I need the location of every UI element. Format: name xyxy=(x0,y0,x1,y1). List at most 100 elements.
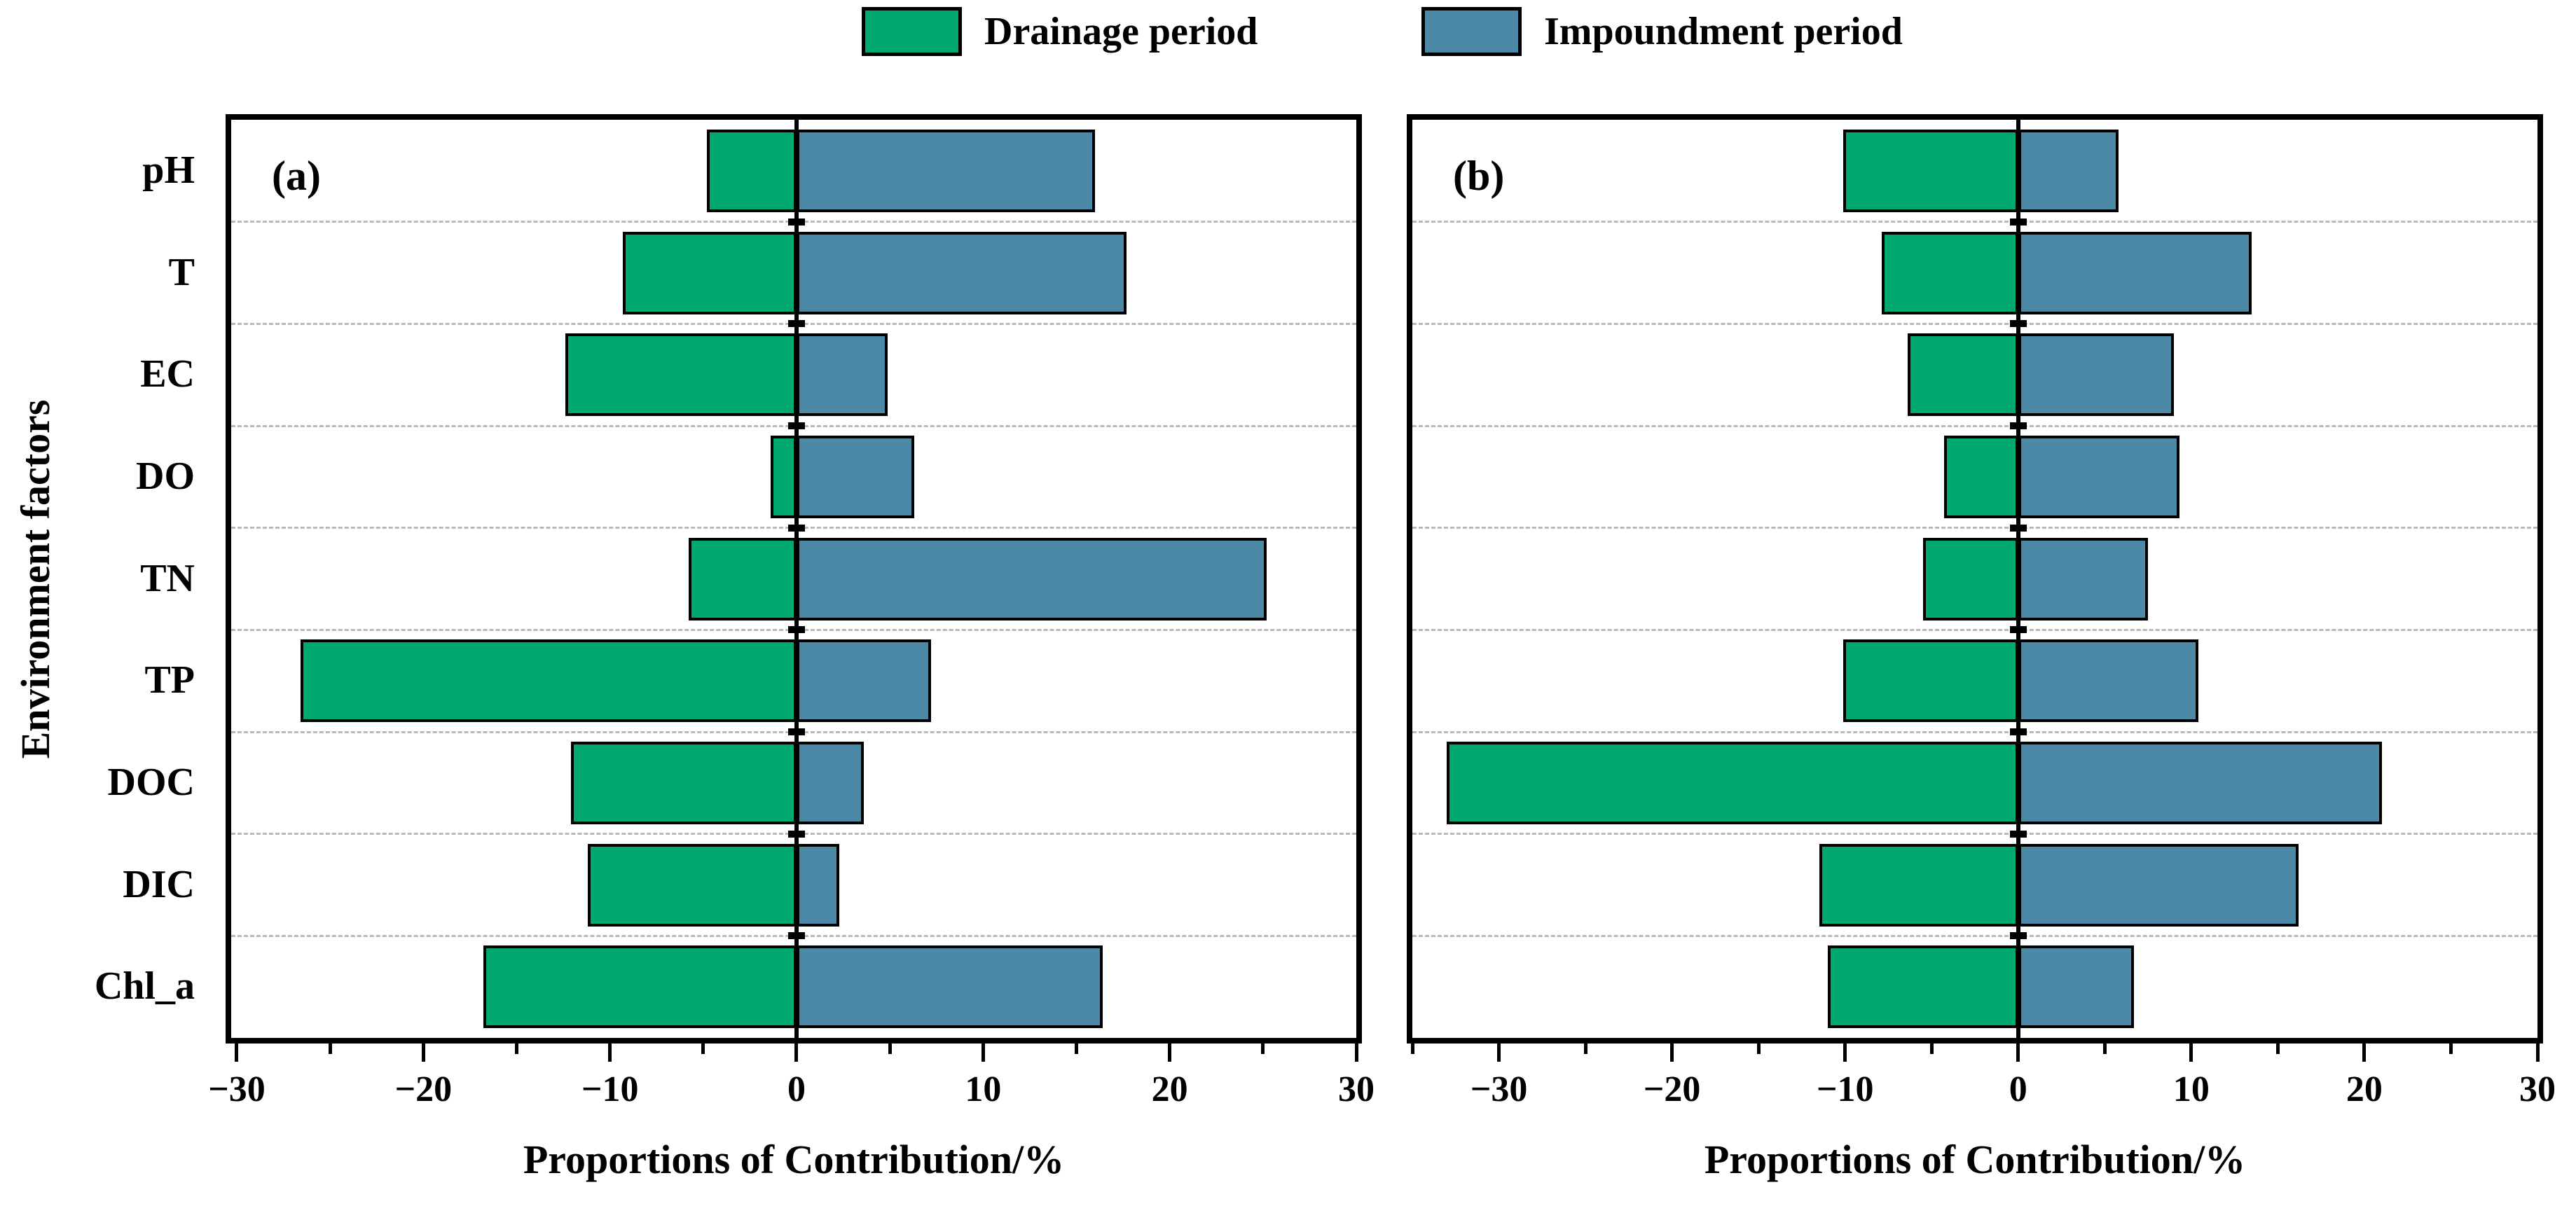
impoundment-bar-DO xyxy=(2018,435,2179,518)
zero-baseline-tick xyxy=(787,626,805,634)
zero-baseline-tick xyxy=(2009,218,2027,226)
drainage-bar-DIC xyxy=(587,843,797,927)
x-tick-minor xyxy=(328,1044,332,1054)
x-tick-major xyxy=(1168,1044,1172,1062)
zero-baseline-tick xyxy=(2009,524,2027,532)
drainage-bar-pH xyxy=(707,129,797,212)
drainage-color-swatch xyxy=(862,7,962,56)
impoundment-color-swatch xyxy=(1421,7,1522,56)
x-tick-minor xyxy=(1074,1044,1078,1054)
x-tick-major xyxy=(2189,1044,2193,1062)
zero-baseline-tick xyxy=(2009,830,2027,838)
drainage-bar-DOC xyxy=(570,741,797,824)
x-tick-label: 0 xyxy=(787,1069,806,1109)
impoundment-bar-TP xyxy=(796,639,931,723)
x-tick-minor xyxy=(888,1044,892,1054)
category-label-Chl_a: Chl_a xyxy=(94,964,195,1008)
drainage-bar-DOC xyxy=(1447,741,2018,824)
impoundment-bar-TN xyxy=(796,537,1267,621)
x-axis-title-a: Proportions of Contribution/% xyxy=(523,1137,1065,1182)
category-label-DIC: DIC xyxy=(123,862,195,906)
x-tick-major xyxy=(608,1044,612,1062)
impoundment-bar-TP xyxy=(2018,639,2198,723)
drainage-bar-TN xyxy=(688,537,797,621)
impoundment-bar-TN xyxy=(2018,537,2149,621)
row-gridline xyxy=(1412,221,2537,223)
x-tick-minor xyxy=(1410,1044,1414,1054)
x-tick-label: −10 xyxy=(581,1069,639,1109)
x-tick-minor xyxy=(1583,1044,1587,1054)
drainage-bar-Chl_a xyxy=(1827,945,2018,1029)
panel-b: (b) −30 −20 −10 0 10 20 30 xyxy=(1407,114,2556,1109)
x-tick-label: 0 xyxy=(2009,1069,2027,1109)
category-label-TP: TP xyxy=(144,658,195,702)
x-tick-major xyxy=(235,1044,239,1062)
impoundment-bar-T xyxy=(796,231,1127,314)
drainage-bar-DO xyxy=(1943,435,2018,518)
category-label-TN: TN xyxy=(140,556,195,600)
zero-baseline-tick xyxy=(787,422,805,429)
row-gridline xyxy=(1412,730,2537,733)
x-tick-label: −30 xyxy=(1470,1069,1528,1109)
impoundment-bar-T xyxy=(2018,231,2252,314)
x-tick-minor xyxy=(514,1044,518,1054)
row-gridline xyxy=(1412,424,2537,427)
x-tick-label: 30 xyxy=(1338,1069,1375,1109)
row-gridline xyxy=(1412,322,2537,325)
zero-baseline-tick xyxy=(787,728,805,735)
row-gridline xyxy=(1412,628,2537,631)
drainage-bar-TN xyxy=(1922,537,2018,621)
x-tick-label: 30 xyxy=(2519,1069,2556,1109)
x-tick-label: −30 xyxy=(208,1069,266,1109)
drainage-bar-TP xyxy=(300,639,797,723)
impoundment-bar-Chl_a xyxy=(2018,945,2135,1029)
x-tick-label: −10 xyxy=(1816,1069,1874,1109)
legend-label: Drainage period xyxy=(984,10,1258,53)
zero-baseline-tick xyxy=(787,830,805,838)
x-tick-label: −20 xyxy=(394,1069,453,1109)
row-gridline xyxy=(1412,934,2537,937)
impoundment-bar-pH xyxy=(2018,129,2119,212)
x-tick-major xyxy=(2535,1044,2540,1062)
zero-baseline-tick xyxy=(787,320,805,328)
zero-baseline-tick xyxy=(2009,932,2027,940)
x-tick-major xyxy=(1354,1044,1358,1062)
x-tick-minor xyxy=(701,1044,705,1054)
drainage-bar-T xyxy=(1881,231,2018,314)
impoundment-bar-DIC xyxy=(2018,843,2299,927)
legend-item-drainage: Drainage period xyxy=(862,7,1258,56)
x-tick-minor xyxy=(1929,1044,1934,1054)
zero-baseline-tick xyxy=(2009,626,2027,634)
x-tick-minor xyxy=(2102,1044,2107,1054)
row-gridline xyxy=(1412,833,2537,836)
zero-baseline-tick xyxy=(2009,728,2027,735)
drainage-bar-EC xyxy=(565,333,797,417)
zero-baseline-tick xyxy=(787,932,805,940)
x-tick-minor xyxy=(1261,1044,1265,1054)
panel-a: (a) −30 −20 −10 0 10 20 30 xyxy=(208,114,1375,1109)
impoundment-bar-EC xyxy=(796,333,888,417)
drainage-bar-T xyxy=(623,231,797,314)
zero-baseline-tick xyxy=(2009,320,2027,328)
x-tick-major xyxy=(2016,1044,2020,1062)
drainage-bar-TP xyxy=(1843,639,2018,723)
x-tick-label: 20 xyxy=(1151,1069,1188,1109)
x-tick-minor xyxy=(2275,1044,2280,1054)
x-tick-major xyxy=(1670,1044,1674,1062)
drainage-bar-DO xyxy=(770,435,797,518)
x-tick-major xyxy=(1497,1044,1501,1062)
category-label-pH: pH xyxy=(142,148,195,192)
row-gridline xyxy=(1412,527,2537,529)
drainage-bar-EC xyxy=(1907,333,2018,417)
drainage-bar-DIC xyxy=(1819,843,2018,927)
impoundment-bar-DIC xyxy=(796,843,840,927)
x-axis-title-b: Proportions of Contribution/% xyxy=(1704,1137,2246,1182)
panel-b-letter: (b) xyxy=(1453,153,1505,199)
zero-baseline-tick xyxy=(2009,422,2027,429)
impoundment-bar-EC xyxy=(2018,333,2175,417)
category-label-column: pH T EC DO TN TP DOC DIC Chl_a xyxy=(0,120,210,1038)
x-tick-minor xyxy=(2448,1044,2453,1054)
panel-a-letter: (a) xyxy=(272,153,321,199)
category-label-DO: DO xyxy=(136,455,195,498)
impoundment-bar-DOC xyxy=(796,741,864,824)
